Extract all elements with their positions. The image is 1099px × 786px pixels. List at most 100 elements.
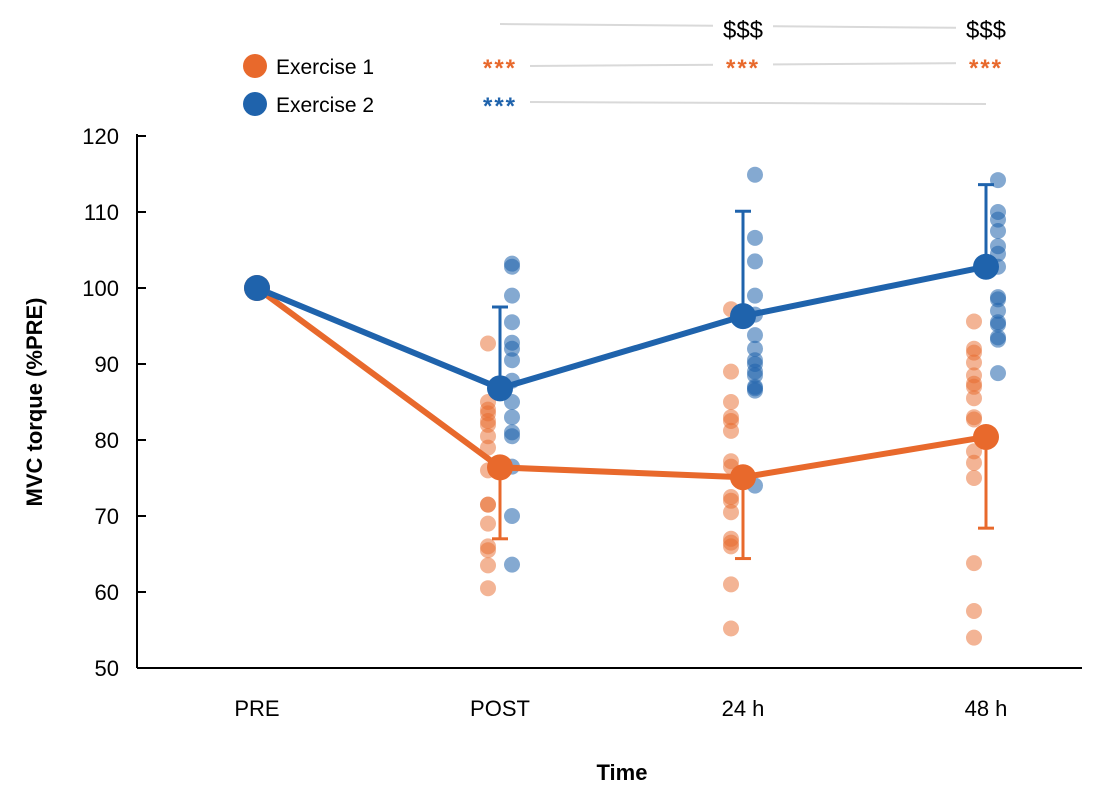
sig-exercise-1-24-h: ***: [726, 55, 760, 82]
point-exercise-2-48-h-9: [990, 302, 1006, 319]
point-exercise-1-48-h-14: [966, 603, 982, 619]
point-exercise-2-24-h-3: [747, 287, 763, 304]
point-exercise-1-48-h-13: [966, 555, 982, 572]
legend-marker-exercise-2: [243, 92, 267, 116]
x-tick-label-post: POST: [470, 696, 530, 721]
sig-between-48-h: $$$: [966, 17, 1006, 44]
mean-marker-exercise-1-24-h: [730, 464, 756, 491]
mean-marker-exercise-2-24-h: [730, 303, 756, 330]
point-exercise-1-post-6: [480, 428, 496, 445]
point-exercise-2-post-1: [504, 258, 520, 275]
sig-exercise-1-24-h-backing: [713, 54, 773, 80]
point-exercise-1-24-h-14: [723, 576, 739, 593]
point-exercise-1-post-14: [480, 557, 496, 574]
point-exercise-2-24-h-1: [747, 229, 763, 246]
point-exercise-2-24-h-10: [747, 367, 763, 384]
point-exercise-1-48-h-0: [966, 313, 982, 330]
legend-marker-exercise-1: [243, 54, 267, 78]
point-exercise-2-48-h-3: [990, 223, 1006, 239]
point-exercise-1-24-h-10: [723, 504, 739, 521]
point-exercise-1-48-h-6: [966, 378, 982, 395]
sig-exercise-1-post-backing: [470, 54, 530, 80]
series-line-exercise-2: [255, 263, 987, 392]
point-exercise-1-48-h-12: [966, 470, 982, 486]
point-exercise-2-24-h-13: [747, 382, 763, 399]
point-exercise-2-post-6: [504, 352, 520, 369]
point-exercise-2-48-h-14: [990, 365, 1006, 382]
point-exercise-1-post-5: [480, 416, 496, 433]
legend-label-exercise-1: Exercise 1: [276, 56, 374, 79]
point-exercise-1-48-h-9: [966, 411, 982, 428]
sig-between-24-h: $$$: [723, 17, 763, 44]
point-exercise-2-24-h-6: [747, 340, 763, 357]
y-tick-label-100: 100: [82, 276, 119, 301]
sig-line-exercise-2: [527, 101, 987, 105]
x-tick-label-pre: PRE: [234, 696, 279, 721]
point-exercise-1-post-7: [480, 439, 496, 456]
mean-marker-exercise-2-post: [487, 375, 513, 402]
point-exercise-1-post-11: [480, 515, 496, 532]
point-exercise-2-48-h-13: [990, 331, 1006, 348]
point-exercise-1-24-h-5: [723, 422, 739, 439]
x-axis-title: Time: [597, 760, 648, 785]
point-exercise-2-post-2: [504, 287, 520, 304]
mean-markers: [244, 253, 999, 491]
point-exercise-2-48-h-11: [990, 316, 1006, 333]
axis-titles: Time MVC torque (%PRE): [22, 298, 647, 786]
mean-marker-exercise-1-post: [487, 454, 513, 481]
point-exercise-1-48-h-7: [966, 390, 982, 407]
point-exercise-1-post-10: [480, 496, 496, 513]
y-tick-label-60: 60: [95, 580, 119, 605]
y-axis-title: MVC torque (%PRE): [22, 298, 47, 507]
legend-label-exercise-2: Exercise 2: [276, 94, 374, 117]
point-exercise-1-post-13: [480, 542, 496, 559]
point-exercise-1-24-h-1: [723, 363, 739, 380]
point-exercise-2-post-13: [504, 508, 520, 524]
point-exercise-2-24-h-5: [747, 327, 763, 344]
y-tick-label-110: 110: [84, 200, 119, 225]
sig-exercise-1-post: ***: [483, 55, 517, 82]
y-tick-label-80: 80: [95, 428, 119, 453]
point-exercise-1-48-h-3: [966, 354, 982, 371]
sig-exercise-1-48-h: ***: [969, 55, 1003, 82]
significance-annotations: *** *** *** *** $$$ $$$: [470, 16, 1016, 120]
sig-exercise-1-48-h-backing: [956, 54, 1016, 80]
axes: 50 60 70 80 90 100 110 120 PRE POST 24 h 48 h: [82, 124, 1082, 721]
x-tick-label-24-h: 24 h: [722, 696, 765, 721]
series-line-exercise-1: [255, 285, 987, 481]
point-exercise-1-post-0: [480, 335, 496, 352]
sig-exercise-2-post-backing: [470, 92, 530, 118]
point-exercise-1-48-h-15: [966, 629, 982, 646]
sig-between-48-h-backing: [956, 16, 1016, 42]
error-bars: [492, 183, 994, 561]
point-exercise-1-48-h-10: [966, 443, 982, 460]
point-exercise-2-post-5: [504, 340, 520, 357]
series-lines: [255, 263, 987, 481]
mean-marker-exercise-2-pre: [244, 275, 270, 301]
point-exercise-2-post-11: [504, 428, 520, 445]
point-exercise-2-post-9: [504, 409, 520, 426]
point-exercise-2-24-h-2: [747, 253, 763, 270]
point-exercise-1-24-h-15: [723, 620, 739, 637]
mean-marker-exercise-1-48-h: [973, 423, 999, 450]
sig-between-24-h-backing: [713, 16, 773, 42]
point-exercise-2-post-3: [504, 314, 520, 331]
x-tick-label-48-h: 48 h: [965, 696, 1008, 721]
legend: Exercise 1 Exercise 2: [243, 54, 374, 117]
point-exercise-2-post-14: [504, 556, 520, 573]
sig-exercise-2-post: ***: [483, 93, 517, 120]
mean-marker-exercise-2-48-h: [973, 253, 999, 280]
y-tick-label-90: 90: [95, 352, 119, 377]
y-tick-label-50: 50: [95, 656, 119, 681]
point-exercise-1-24-h-13: [723, 538, 739, 555]
point-exercise-1-post-15: [480, 580, 496, 597]
point-exercise-1-48-h-11: [966, 454, 982, 471]
y-tick-label-120: 120: [82, 124, 119, 149]
y-tick-label-70: 70: [95, 504, 119, 529]
point-exercise-1-24-h-9: [723, 492, 739, 509]
point-exercise-2-24-h-0: [747, 166, 763, 183]
point-exercise-1-24-h-2: [723, 394, 739, 410]
point-exercise-2-48-h-8: [990, 291, 1006, 308]
